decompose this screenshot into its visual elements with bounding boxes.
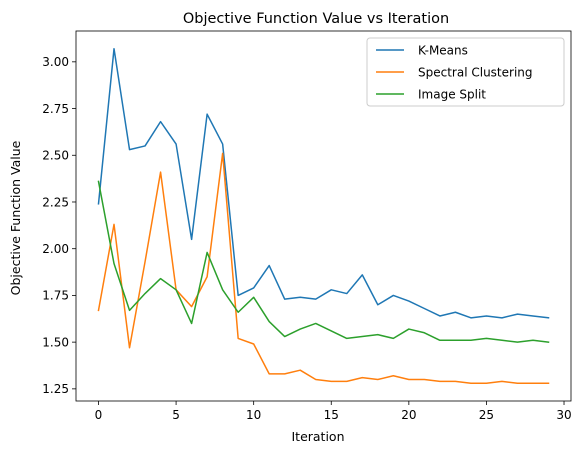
x-axis-label: Iteration	[291, 429, 344, 444]
series-line-image-split	[97, 180, 550, 343]
ticks-layer: 0 5 10 15 20 25 30 1.25 1.50 1.75 2.00 2.25 2.50 2.75…	[42, 55, 571, 422]
series-line-spectral-clustering	[97, 152, 550, 384]
plot-frame	[75, 30, 572, 402]
x-tick-label: 15	[324, 408, 339, 422]
y-tick-label: 2.50	[42, 149, 69, 163]
x-tick-label: 10	[246, 408, 261, 422]
y-axis-label: Objective Function Value	[8, 140, 23, 295]
y-tick-label: 1.75	[42, 289, 69, 303]
legend-label: K-Means	[418, 44, 468, 58]
legend-label: Spectral Clustering	[418, 66, 533, 80]
y-tick-label: 2.25	[42, 195, 69, 209]
legend-box	[366, 37, 565, 107]
y-tick-label: 1.50	[42, 335, 69, 349]
legend: K-Means Spectral Clustering Image Split	[366, 37, 565, 107]
y-tick-label: 3.00	[42, 55, 69, 69]
series-line-k-means	[97, 48, 550, 319]
y-tick-label: 2.75	[42, 102, 69, 116]
y-tick-label: 1.25	[42, 382, 69, 396]
x-tick-label: 30	[556, 408, 571, 422]
series-layer	[97, 48, 550, 384]
axes-layer	[75, 30, 572, 402]
chart-title: Objective Function Value vs Iteration	[183, 11, 449, 27]
x-tick-label: 20	[401, 408, 416, 422]
x-tick-label: 25	[479, 408, 494, 422]
x-tick-label: 0	[95, 408, 103, 422]
y-tick-label: 2.00	[42, 242, 69, 256]
legend-label: Image Split	[418, 88, 486, 102]
x-tick-label: 5	[172, 408, 180, 422]
